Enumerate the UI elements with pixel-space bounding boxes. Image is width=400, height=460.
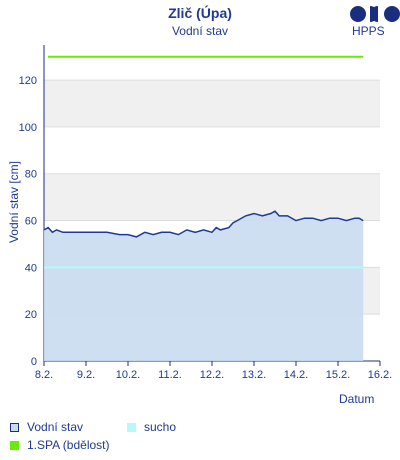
x-axis-label: Datum bbox=[339, 392, 375, 406]
x-tick-label: 10.2. bbox=[116, 369, 140, 381]
legend-swatch bbox=[10, 422, 19, 432]
legend-swatch bbox=[127, 422, 136, 432]
y-tick-label: 40 bbox=[25, 262, 37, 274]
x-tick-label: 16.2. bbox=[368, 369, 392, 381]
y-axis-label: Vodní stav [cm] bbox=[7, 160, 21, 244]
x-tick-label: 12.2. bbox=[200, 369, 224, 381]
legend-label: Vodní stav bbox=[27, 420, 84, 434]
y-tick-label: 100 bbox=[19, 122, 37, 134]
legend-label: 1.SPA (bdělost) bbox=[27, 438, 110, 452]
legend-label: sucho bbox=[144, 420, 177, 434]
x-tick-label: 15.2. bbox=[326, 369, 350, 381]
x-tick-label: 13.2. bbox=[242, 369, 266, 381]
grid-band bbox=[44, 80, 380, 127]
x-tick-label: 11.2. bbox=[158, 369, 182, 381]
y-tick-label: 80 bbox=[25, 169, 37, 181]
chart-subtitle: Vodní stav bbox=[171, 24, 229, 38]
legend-item-vodni-stav: Vodní stav bbox=[10, 420, 83, 434]
x-tick-label: 8.2. bbox=[35, 369, 53, 381]
y-tick-label: 120 bbox=[19, 75, 37, 87]
legend-swatch bbox=[10, 440, 19, 450]
y-tick-label: 20 bbox=[25, 309, 37, 321]
water-level-area bbox=[44, 211, 364, 361]
chart-title: Zlič (Úpa) bbox=[168, 5, 232, 21]
hpps-logo-icon bbox=[350, 6, 400, 22]
x-tick-label: 9.2. bbox=[77, 369, 95, 381]
legend: Vodní stav sucho 1.SPA (bdělost) bbox=[10, 420, 390, 456]
logo-text: HPPS bbox=[352, 24, 385, 38]
legend-item-sucho: sucho bbox=[127, 420, 176, 434]
legend-item-spa: 1.SPA (bdělost) bbox=[10, 438, 110, 452]
x-tick-label: 14.2. bbox=[284, 369, 308, 381]
y-tick-label: 60 bbox=[25, 216, 37, 228]
grid-band bbox=[44, 173, 380, 221]
y-tick-label: 0 bbox=[31, 356, 37, 368]
water-level-line bbox=[43, 210, 364, 238]
